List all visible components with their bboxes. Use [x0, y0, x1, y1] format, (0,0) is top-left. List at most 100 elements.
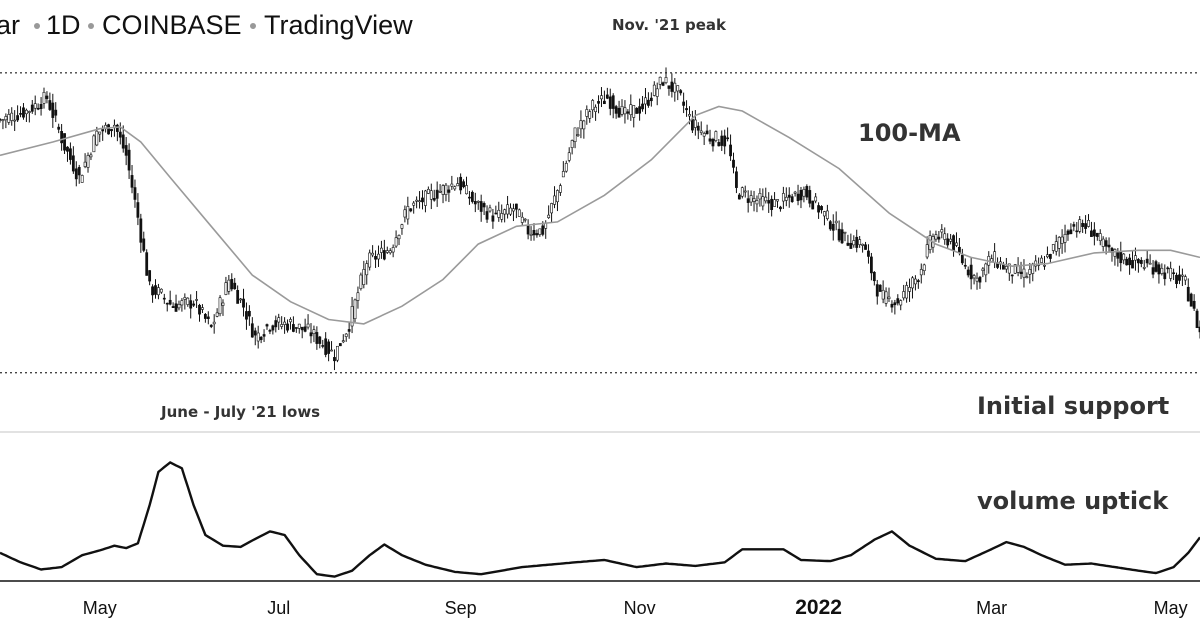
candle-body	[297, 323, 301, 329]
candle-body	[652, 84, 656, 96]
header-symbol-fragment: ar	[0, 10, 20, 40]
candle	[808, 185, 812, 208]
candle-body	[245, 311, 248, 320]
candle-body	[594, 106, 597, 112]
candle	[887, 287, 891, 302]
candle-body	[95, 130, 99, 146]
candle	[781, 186, 785, 210]
candle	[453, 185, 457, 191]
candle-body	[374, 255, 377, 260]
candle	[224, 276, 228, 296]
candle	[1145, 250, 1149, 268]
candle	[743, 185, 747, 198]
candle-body	[541, 225, 545, 235]
candle	[1072, 221, 1076, 232]
candle	[779, 205, 782, 212]
candle	[919, 263, 923, 284]
candle-body	[415, 199, 419, 202]
candle-body	[177, 303, 181, 309]
candle-body	[790, 196, 794, 202]
candle	[558, 183, 562, 196]
candle-body	[450, 183, 454, 187]
candle	[993, 243, 997, 269]
candle	[435, 181, 439, 207]
candle-body	[1066, 230, 1070, 235]
candle	[1136, 258, 1140, 273]
candle	[925, 236, 929, 260]
candle	[1189, 292, 1193, 307]
candle	[922, 263, 926, 276]
candle-body	[133, 187, 137, 200]
candle-body	[779, 206, 782, 210]
candle-body	[426, 189, 430, 194]
candle-body	[579, 120, 583, 130]
candle	[670, 73, 674, 98]
candle	[362, 260, 366, 289]
candle-body	[101, 128, 105, 132]
candle	[732, 152, 735, 174]
candle-body	[655, 88, 659, 97]
candle	[297, 323, 301, 334]
candle	[984, 262, 988, 283]
candle-body	[1151, 267, 1155, 275]
candle	[1139, 257, 1143, 268]
candle-body	[591, 100, 595, 111]
candle-body	[993, 251, 997, 263]
candle	[485, 205, 489, 223]
candle	[567, 147, 571, 163]
candle-body	[796, 193, 800, 202]
candle-body	[447, 189, 451, 193]
candle-body	[306, 323, 310, 328]
candle	[647, 92, 650, 108]
candle-body	[682, 101, 686, 106]
candle	[538, 228, 542, 237]
candle	[711, 137, 715, 152]
candle-body	[843, 231, 847, 234]
candle	[975, 272, 979, 290]
candle	[347, 321, 351, 339]
candle	[1066, 229, 1070, 241]
candle-body	[368, 252, 372, 268]
candle-body	[77, 167, 81, 176]
candle-body	[649, 97, 653, 102]
candle	[168, 290, 172, 306]
candle	[1175, 272, 1178, 289]
candle	[1040, 255, 1043, 263]
candle	[39, 97, 43, 116]
candle-body	[1186, 286, 1190, 302]
candle-body	[491, 215, 495, 222]
candle	[869, 252, 873, 281]
candle-body	[746, 198, 750, 203]
candle	[579, 110, 583, 139]
candle	[1046, 246, 1049, 259]
candle	[374, 250, 377, 268]
candle	[394, 230, 398, 248]
candle	[110, 129, 113, 138]
candle-body	[136, 202, 140, 218]
candle-body	[159, 288, 163, 293]
candle	[330, 341, 333, 352]
candle	[1087, 214, 1090, 228]
candle-body	[1046, 254, 1049, 258]
candle	[195, 291, 198, 308]
candle	[611, 93, 615, 119]
candle-body	[852, 240, 856, 246]
candle-body	[603, 100, 606, 105]
candle-body	[98, 131, 102, 135]
candle-body	[271, 325, 275, 331]
candle-body	[1172, 272, 1175, 275]
candle	[1128, 253, 1131, 275]
candle-body	[48, 100, 52, 110]
candle	[388, 248, 392, 255]
candle	[661, 81, 665, 87]
candle-body	[658, 76, 662, 85]
candle-body	[115, 124, 119, 132]
candle-body	[946, 238, 950, 246]
candle-body	[969, 264, 973, 280]
candle	[215, 308, 219, 318]
candle	[881, 280, 885, 304]
candle-body	[488, 207, 492, 212]
candle-body	[274, 320, 278, 328]
candle	[673, 78, 677, 102]
